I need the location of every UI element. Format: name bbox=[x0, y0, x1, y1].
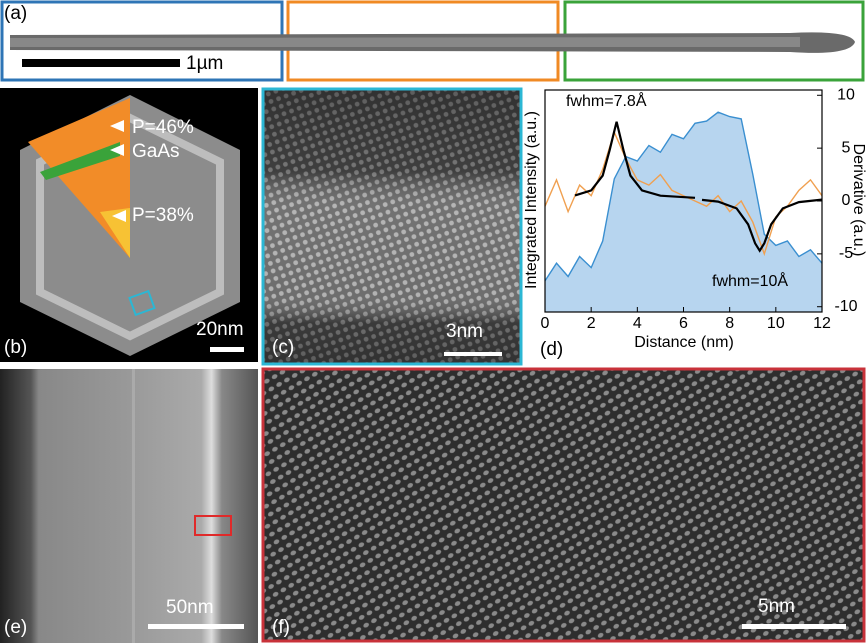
nanowire-core bbox=[10, 37, 800, 47]
scale-label: 50nm bbox=[166, 597, 214, 618]
x-tick-label: 12 bbox=[813, 315, 831, 332]
gaas-region bbox=[40, 142, 120, 180]
scale-bar bbox=[148, 624, 244, 629]
x-tick-label: 2 bbox=[587, 315, 596, 332]
scale-bar bbox=[444, 352, 502, 356]
annotation: GaAs bbox=[132, 141, 180, 162]
panel-c: 3nm (c) bbox=[261, 87, 523, 366]
frame bbox=[261, 367, 866, 643]
roi-box bbox=[128, 289, 156, 317]
arrow bbox=[110, 120, 124, 132]
x-tick-label: 6 bbox=[679, 315, 688, 332]
y2-tick-label: -10 bbox=[834, 298, 857, 315]
x-tick-label: 10 bbox=[767, 315, 785, 332]
plot-area bbox=[525, 88, 866, 363]
image bbox=[0, 369, 258, 643]
panel-label: (a) bbox=[4, 3, 27, 24]
y2-tick-label: 10 bbox=[837, 87, 855, 104]
panel-d: Integrated Intensity (a.u.) Derivative (… bbox=[523, 87, 866, 363]
panel-a: 1µm (a) bbox=[0, 0, 865, 82]
y2-tick-label: 0 bbox=[842, 192, 851, 209]
scale-bar bbox=[210, 347, 244, 352]
scale-bar bbox=[742, 624, 846, 629]
x-axis-label: Distance (nm) bbox=[634, 334, 734, 351]
inner-hexagon bbox=[36, 113, 224, 341]
panel-label: (b) bbox=[4, 337, 27, 358]
panel-f: 5nm (f) bbox=[261, 367, 866, 643]
panel-label: (f) bbox=[272, 617, 290, 638]
annotation: fwhm=10Å bbox=[712, 271, 788, 290]
arrow bbox=[110, 144, 124, 156]
line bbox=[574, 121, 696, 199]
line bbox=[544, 111, 823, 282]
y2-tick-label: 5 bbox=[842, 139, 851, 156]
panel-b: P=46% GaAs P=38% 20nm (b) bbox=[0, 88, 258, 362]
scale-label: 20nm bbox=[196, 319, 244, 340]
annotation: fwhm=7.8Å bbox=[566, 91, 647, 110]
area bbox=[545, 112, 822, 312]
panel-label: (d) bbox=[540, 339, 563, 360]
y2-tick-label: -5 bbox=[839, 245, 853, 262]
line bbox=[701, 198, 823, 253]
x-tick-label: 4 bbox=[633, 315, 642, 332]
y2-axis-label: Derivative (a.u.) bbox=[850, 144, 866, 257]
scale-label: 5nm bbox=[758, 596, 795, 617]
roi-box bbox=[194, 515, 232, 536]
scale-label: 1µm bbox=[186, 53, 223, 74]
annotation: P=46% bbox=[132, 117, 194, 138]
lattice-image bbox=[263, 369, 864, 641]
y-axis-label: Integrated Intensity (a.u.) bbox=[523, 111, 540, 289]
annotation: P=38% bbox=[132, 205, 194, 226]
scale-label: 3nm bbox=[446, 321, 483, 342]
arrow bbox=[112, 210, 126, 222]
x-tick-label: 8 bbox=[725, 315, 734, 332]
x-tick-label: 0 bbox=[541, 315, 550, 332]
panel-e: 50nm (e) bbox=[0, 369, 258, 643]
contrast bbox=[263, 89, 521, 364]
panel-label: (e) bbox=[4, 617, 27, 638]
scale-bar bbox=[22, 59, 180, 67]
stripe bbox=[132, 369, 135, 643]
frame bbox=[261, 87, 523, 366]
panel-label: (c) bbox=[272, 337, 294, 358]
